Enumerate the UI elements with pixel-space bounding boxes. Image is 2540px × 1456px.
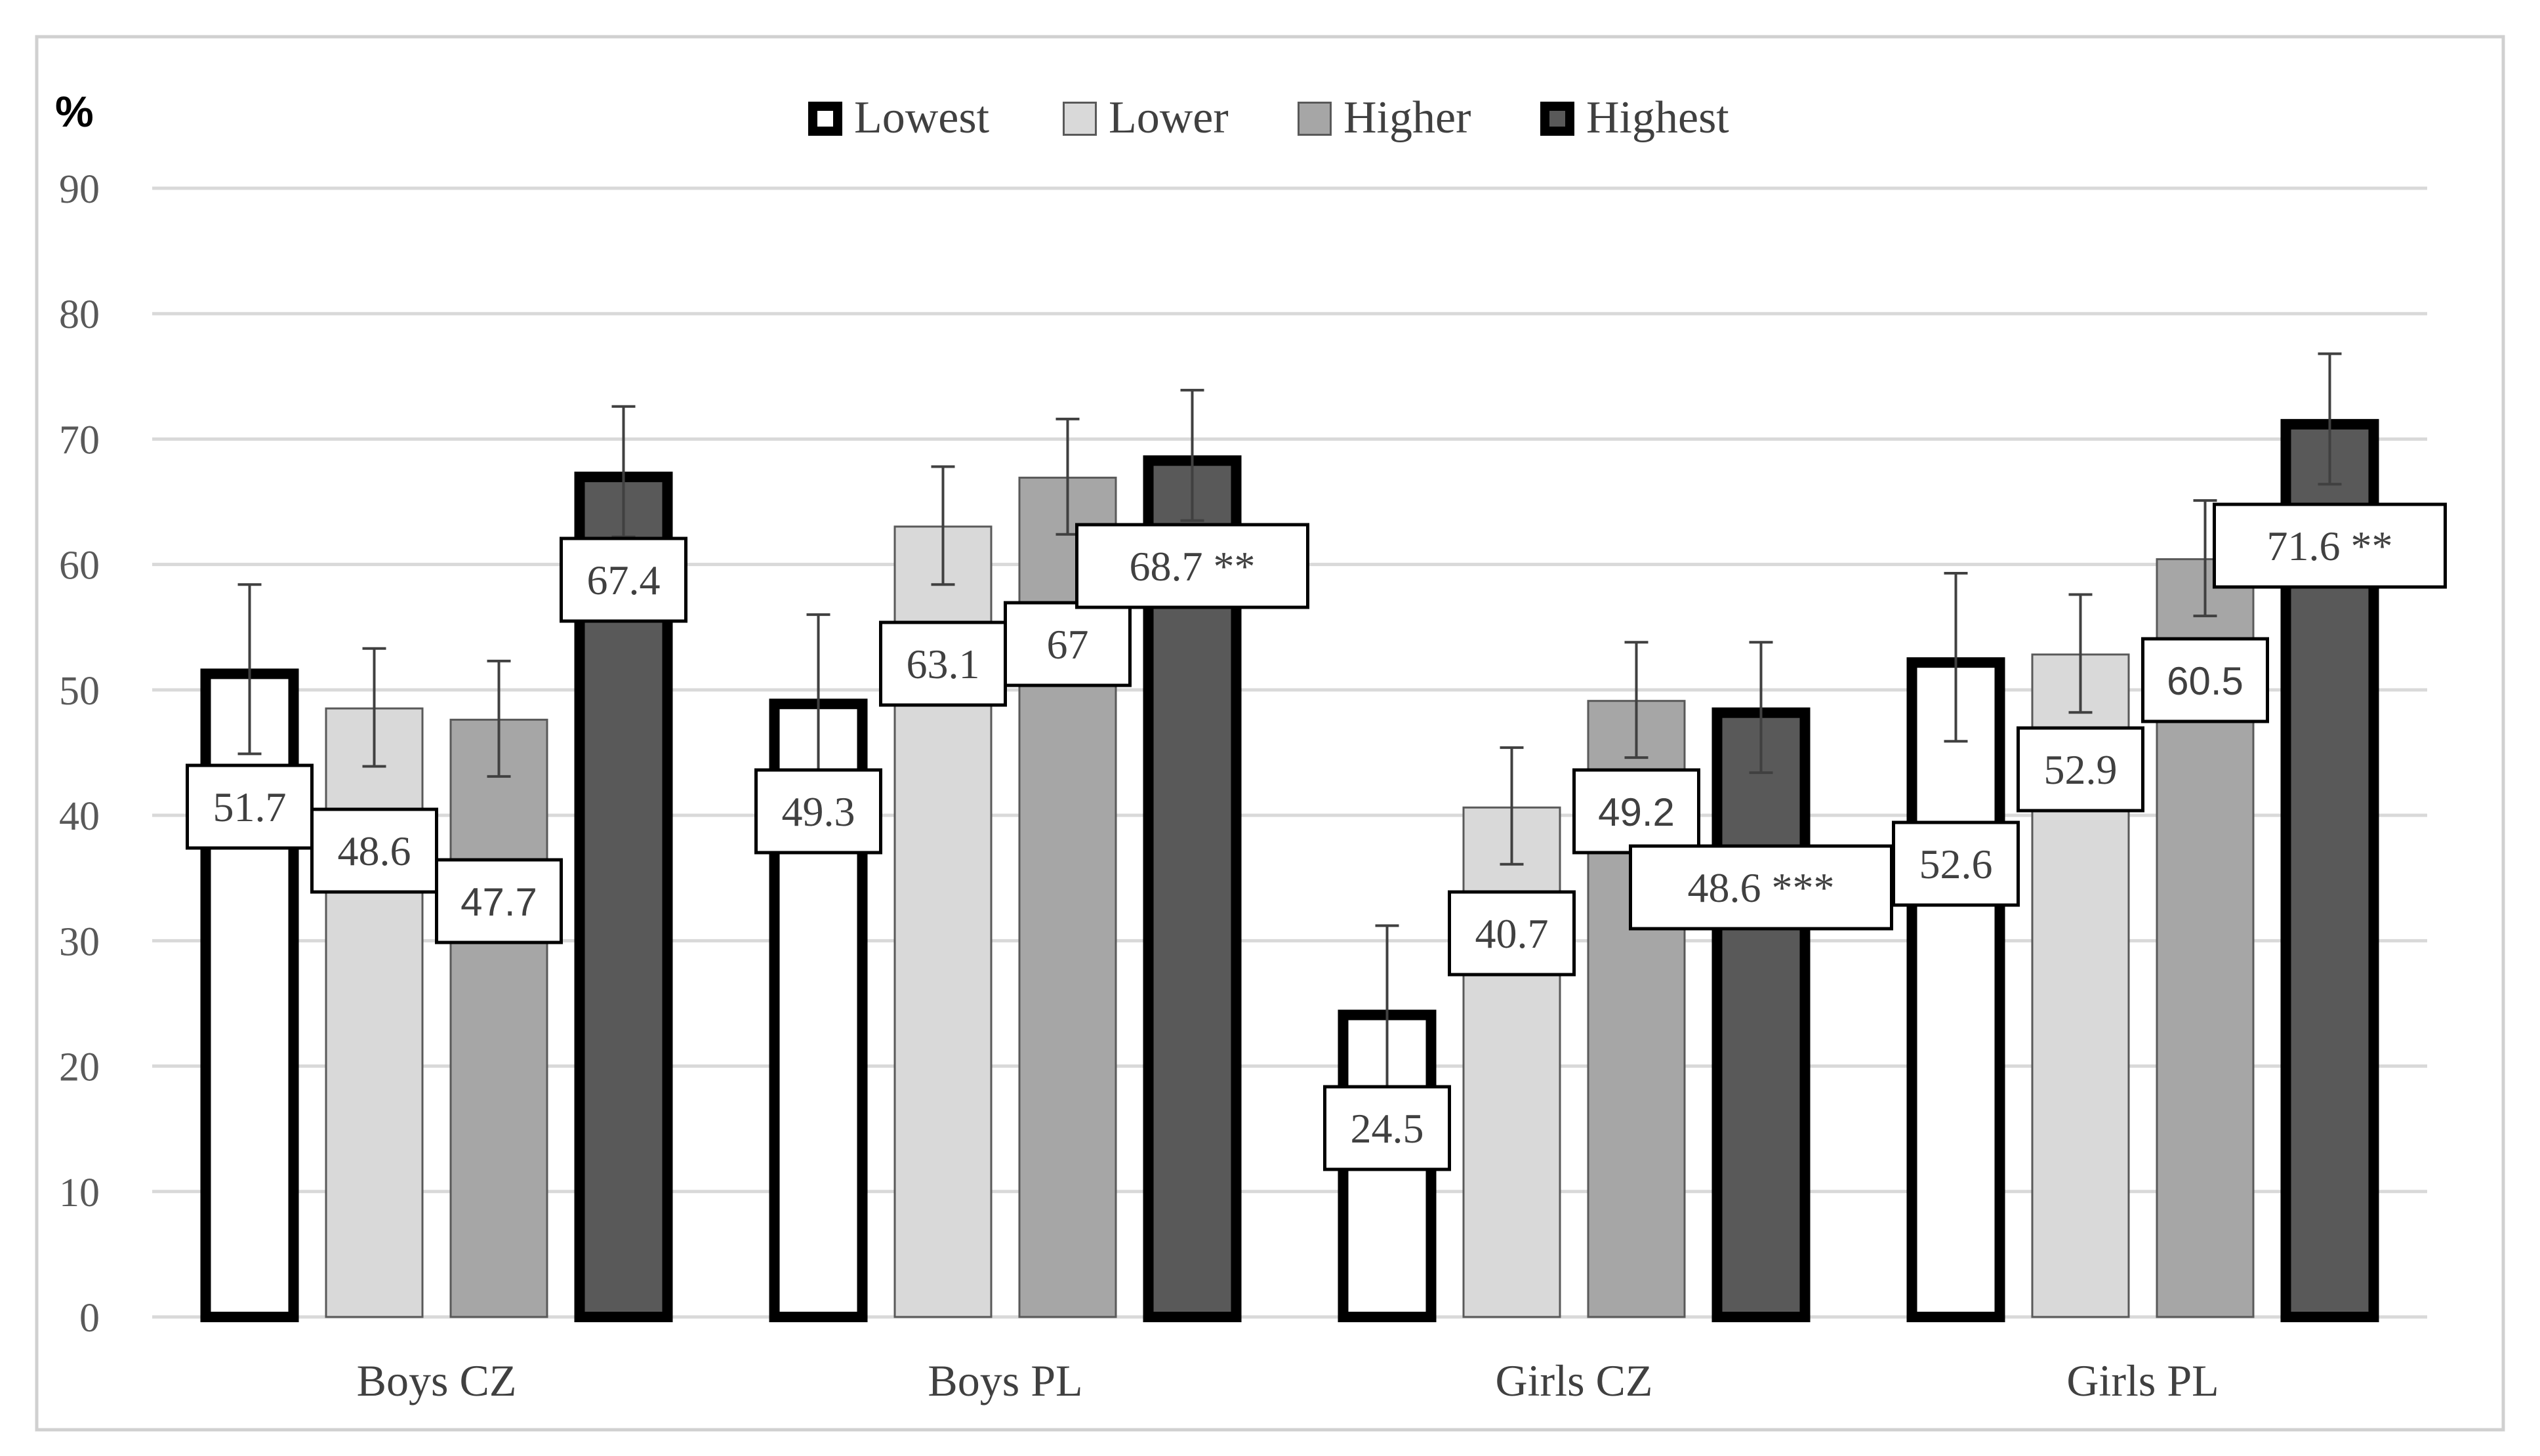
error-bar [2318,352,2342,486]
data-label: 52.6 [1892,820,2020,907]
data-label: 24.5 [1323,1085,1451,1171]
data-label-box [1323,1085,1451,1171]
y-tick-label: 10 [59,1171,100,1215]
error-bar [1500,746,1524,866]
data-label: 49.2 [1572,768,1700,855]
error-bar [1749,641,1773,775]
data-label: 68.7 ** [1075,523,1309,609]
data-label-box [1075,523,1309,609]
data-label-text: 48.6 *** [1688,864,1835,911]
data-label: 67.4 [560,536,687,623]
legend: Lowest Lower Higher Highest [808,92,1729,143]
legend-swatch [1298,102,1332,136]
legend-swatch [808,102,842,136]
error-bar [2193,499,2217,618]
y-tick-label: 40 [59,794,100,839]
data-label-text: 49.2 [1598,790,1675,834]
data-label: 47.7 [435,858,563,944]
data-label-text: 48.6 [338,828,411,874]
data-label-box [754,768,882,855]
error-bar [931,465,955,586]
y-axis-unit-label: % [55,87,94,136]
bar-lowest-girls-pl [1906,657,2005,1322]
data-label: 40.7 [1448,890,1576,977]
error-bar [1624,641,1649,759]
error-bar [237,583,262,756]
legend-swatch [1063,102,1097,136]
data-label-text: 52.9 [2044,746,2118,793]
data-label-text: 51.7 [213,784,287,830]
data-label: 51.7 [186,763,314,850]
error-bar [1180,388,1204,522]
y-tick-label: 20 [59,1045,100,1090]
data-label-box [435,858,563,944]
data-label-box [1572,768,1700,855]
data-label: 67 [1004,601,1132,687]
data-label-box [186,763,314,850]
legend-item-lowest: Lowest [808,92,990,143]
data-label-text: 40.7 [1475,910,1549,957]
data-label: 52.9 [2017,726,2144,813]
data-label-text: 49.3 [782,788,855,835]
x-category-label: Boys PL [928,1356,1082,1405]
data-label-box [1892,820,2020,907]
data-labels: 51.7 48.6 47.7 67.4 49.3 63.1 67 68.7 ** 24.5 40.… [186,502,2447,1171]
bar-lower-girls-cz [1462,806,1561,1318]
legend-label: Higher [1343,92,1471,143]
data-label: 71.6 ** [2213,502,2447,589]
data-label: 48.6 [310,807,438,894]
data-label-box [310,807,438,894]
data-label-text: 52.6 [1919,841,1993,887]
data-label-text: 67.4 [587,557,661,603]
y-tick-label: 80 [59,293,100,337]
data-label-text: 67 [1047,621,1089,668]
legend-item-highest: Highest [1540,92,1729,143]
y-tick-label: 30 [59,920,100,964]
data-label: 49.3 [754,768,882,855]
data-label-text: 63.1 [907,641,980,687]
error-bar [2068,593,2093,714]
y-tick-label: 50 [59,669,100,714]
data-label-box [2017,726,2144,813]
x-axis-categories: Boys CZ Boys PL Girls CZ Girls PL [357,1356,2219,1405]
data-label-text: 24.5 [1351,1105,1424,1152]
data-label-box [2141,637,2269,723]
x-category-label: Girls PL [2066,1356,2219,1405]
data-label-text: 68.7 ** [1130,543,1256,590]
data-label-text: 71.6 ** [2267,523,2393,569]
error-bar [1944,572,1968,743]
data-label-box [1448,890,1576,977]
x-category-label: Boys CZ [357,1356,517,1405]
y-tick-label: 0 [79,1296,100,1341]
data-label: 48.6 *** [1629,844,1893,931]
y-tick-label: 60 [59,544,100,588]
error-bar [362,647,386,768]
legend-item-lower: Lower [1063,92,1229,143]
data-label: 63.1 [879,620,1007,707]
data-label-box [1629,844,1893,931]
data-label-box [1004,601,1132,687]
data-label-box [879,620,1007,707]
legend-label: Lower [1109,92,1229,143]
legend-label: Highest [1586,92,1729,143]
bar-highest-girls-cz [1711,707,1811,1323]
data-label-text: 47.7 [461,880,537,924]
legend-item-higher: Higher [1298,92,1471,143]
error-bar [487,659,511,778]
bar-lower-boys-cz [325,707,424,1318]
x-category-label: Girls CZ [1496,1356,1653,1405]
y-tick-label: 70 [59,418,100,462]
legend-swatch [1540,102,1574,136]
data-label-box [560,536,687,623]
bar-higher-boys-cz [449,718,548,1318]
data-label: 60.5 [2141,637,2269,723]
data-label-box [2213,502,2447,589]
y-tick-label: 90 [59,167,100,212]
y-axis-ticks: 0 10 20 30 40 50 60 70 80 90 [59,167,100,1341]
data-label-text: 60.5 [2167,659,2243,703]
legend-label: Lowest [854,92,990,143]
